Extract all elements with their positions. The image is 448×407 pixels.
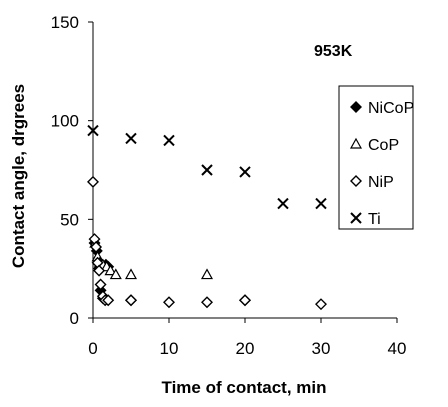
x-axis-ticks: 0 10 20 30 40 (88, 318, 406, 358)
legend: NiCoP CoP NiP Ti (338, 85, 414, 230)
y-tick-label: 0 (70, 309, 79, 328)
y-tick-label: 150 (51, 13, 79, 32)
point-nip (125, 294, 137, 307)
legend-item-nicop: NiCoP (350, 100, 414, 117)
legend-marker-cop (349, 137, 363, 149)
point-cop (124, 268, 138, 280)
point-cop (104, 264, 117, 276)
point-ti (239, 166, 251, 178)
legend-item-nip: NiP (350, 174, 394, 191)
x-tick-label: 20 (236, 339, 255, 358)
x-tick-label: 40 (388, 339, 407, 358)
series-cop (89, 236, 214, 280)
point-nip (201, 296, 213, 309)
point-nip (93, 264, 106, 277)
data-points (87, 124, 327, 311)
x-tick-label: 10 (160, 339, 179, 358)
y-tick-label: 50 (60, 210, 79, 229)
x-axis-title: Time of contact, min (162, 378, 327, 397)
point-ti (201, 164, 213, 176)
x-tick-label: 0 (88, 339, 97, 358)
series-nip (87, 175, 327, 311)
legend-item-cop: CoP (349, 137, 399, 154)
point-nip (94, 278, 107, 291)
legend-marker-nip (350, 175, 362, 187)
point-nip (163, 296, 175, 309)
point-ti (277, 197, 289, 210)
y-axis-ticks: 0 50 100 150 (51, 13, 93, 328)
legend-box (338, 85, 414, 230)
point-ti (87, 124, 99, 137)
point-cop (109, 268, 122, 280)
point-ti (125, 132, 137, 145)
point-ti (163, 134, 175, 147)
legend-label: CoP (368, 137, 399, 154)
point-nip (87, 175, 99, 188)
y-axis-title: Contact angle, drgrees (9, 84, 28, 268)
legend-marker-nicop (350, 101, 362, 113)
legend-label: NiP (368, 174, 394, 191)
point-nip (315, 298, 327, 311)
point-ti (315, 197, 327, 210)
series-ti (87, 124, 327, 210)
legend-marker-ti (350, 212, 362, 224)
point-nip (90, 240, 103, 253)
temperature-annotation: 953K (314, 43, 353, 60)
point-nip (102, 294, 115, 307)
point-cop (200, 268, 214, 280)
legend-item-ti: Ti (350, 211, 381, 228)
x-tick-label: 30 (312, 339, 331, 358)
plot-area: 0 10 20 30 40 0 50 100 150 (51, 13, 407, 358)
y-tick-label: 100 (51, 112, 79, 131)
point-nip (239, 294, 251, 307)
legend-label: NiCoP (368, 100, 414, 117)
legend-label: Ti (368, 211, 381, 228)
